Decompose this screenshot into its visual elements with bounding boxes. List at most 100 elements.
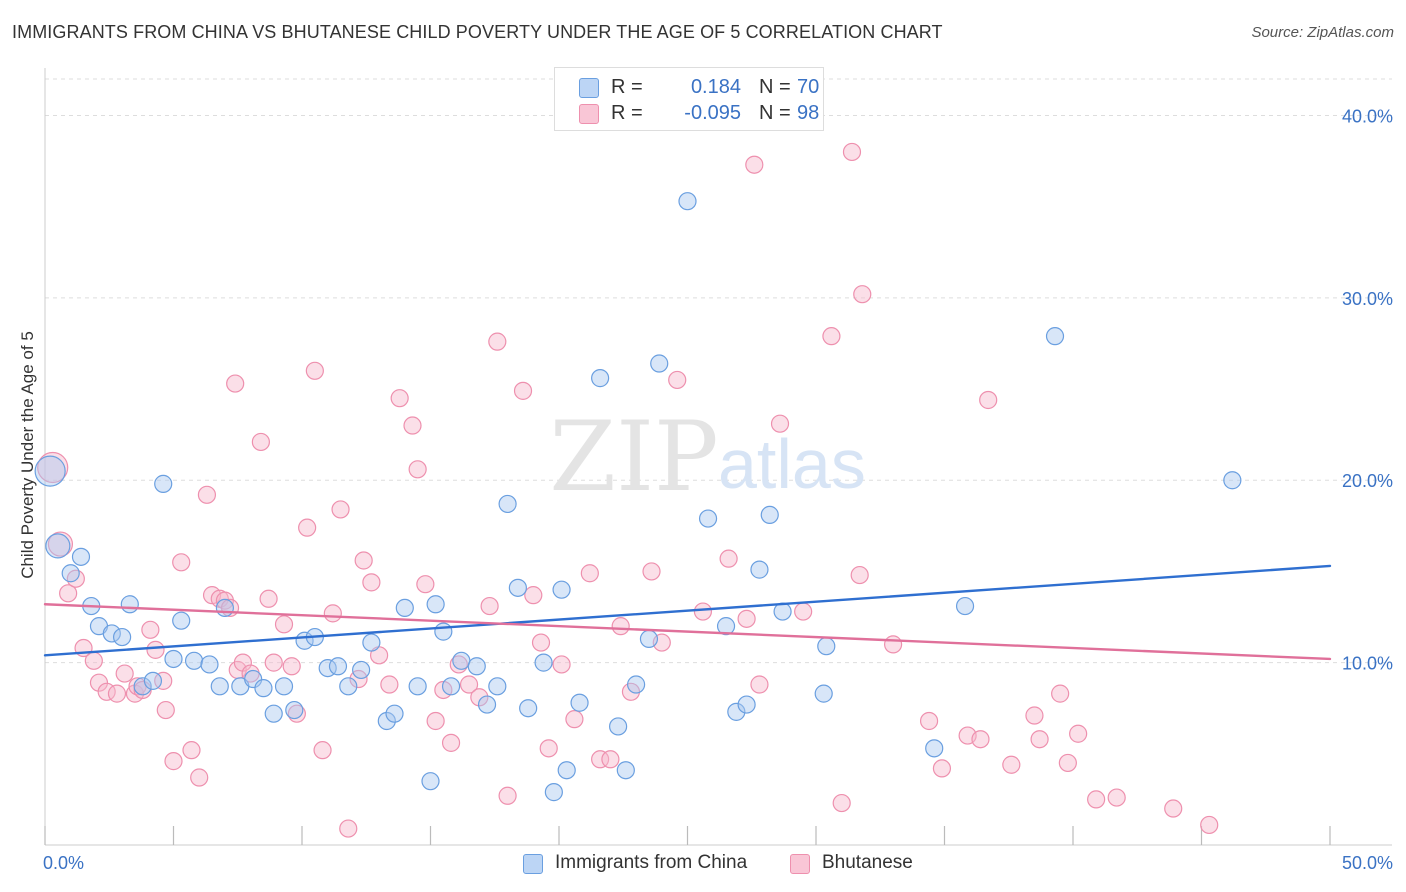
- china-point: [200, 655, 219, 674]
- china-point: [34, 455, 66, 487]
- bhutanese-point: [146, 640, 165, 659]
- bhutanese-point: [408, 460, 427, 479]
- bhutanese-point: [1030, 730, 1049, 749]
- bhutanese-swatch: [579, 104, 599, 124]
- china-point: [925, 739, 944, 758]
- n-label: N =: [759, 76, 791, 98]
- china-point: [639, 629, 659, 649]
- china-point: [164, 649, 183, 669]
- china-point: [678, 192, 697, 211]
- bhutanese-point: [822, 327, 841, 346]
- china-point: [591, 369, 610, 388]
- bhutanese-point: [979, 390, 998, 410]
- bhutanese-point: [1200, 815, 1219, 835]
- bhutanese-point: [794, 602, 813, 621]
- bhutanese-point: [154, 671, 173, 690]
- bhutanese-point: [416, 575, 435, 594]
- bhutanese-point: [919, 711, 939, 731]
- bhutanese-point: [1025, 706, 1044, 725]
- trend-lines: [43, 564, 1332, 661]
- china-point: [626, 675, 646, 694]
- bhutanese-point: [197, 485, 217, 504]
- bhutanese-point: [403, 416, 422, 435]
- watermark-zip: ZIP: [549, 401, 718, 513]
- y-tick-label: 10.0%: [1342, 654, 1393, 674]
- r-value: 0.184: [690, 76, 741, 98]
- china-point: [264, 704, 283, 723]
- bhutanese-point: [362, 573, 381, 592]
- bhutanese-point: [66, 569, 85, 588]
- bhutanese-point: [84, 651, 103, 670]
- y-tick-label: 30.0%: [1342, 289, 1393, 309]
- bhutanese-point: [601, 750, 620, 769]
- china-point: [1223, 471, 1242, 490]
- bhutanese-point: [750, 675, 769, 694]
- china-point: [760, 505, 779, 524]
- bhutanese-point: [1051, 684, 1070, 703]
- bhutanese-point: [737, 609, 756, 628]
- bhutanese-point: [156, 700, 175, 720]
- bhutanese-point: [339, 819, 358, 838]
- tick-labels: 10.0% 20.0% 30.0% 40.0% 0.0% 50.0%: [43, 106, 1393, 873]
- bhutanese-point: [524, 586, 543, 605]
- bhutanese-point: [498, 786, 517, 805]
- bhutanese-point: [565, 710, 584, 729]
- china-point: [385, 704, 404, 723]
- bhutanese-point: [89, 673, 109, 692]
- china-point: [215, 598, 234, 618]
- bhutanese-point: [164, 752, 183, 771]
- bhutanese-point: [59, 584, 78, 603]
- china-point: [955, 596, 975, 616]
- watermark: ZIP atlas: [549, 401, 865, 513]
- china-point: [154, 474, 173, 493]
- bhutanese-point: [115, 664, 134, 683]
- bhutanese-swatch: [790, 854, 810, 874]
- china-point: [552, 580, 571, 599]
- china-swatch: [579, 78, 599, 98]
- china-swatch: [523, 854, 543, 874]
- china-point: [616, 761, 635, 780]
- bhutanese-point: [1087, 790, 1106, 809]
- china-point: [61, 564, 80, 583]
- china-point: [426, 595, 445, 614]
- bhutanese-point: [390, 389, 409, 408]
- r-label: R =: [611, 102, 643, 124]
- bhutanese-point: [354, 551, 373, 570]
- bhutanese-point: [853, 285, 872, 304]
- bhutanese-point: [441, 733, 461, 752]
- watermark-atlas: atlas: [718, 425, 866, 503]
- china-point: [362, 633, 381, 652]
- bhutanese-point: [832, 793, 851, 813]
- bhutanese-point: [488, 332, 507, 351]
- china-point: [557, 761, 576, 780]
- china-point: [570, 693, 589, 712]
- china-point: [328, 657, 348, 676]
- china-point: [441, 677, 461, 696]
- china-point: [133, 677, 152, 696]
- bhutanese-point: [971, 730, 990, 749]
- chart-title: IMMIGRANTS FROM CHINA VS BHUTANESE CHILD…: [12, 22, 943, 42]
- bhutanese-point: [842, 142, 862, 162]
- china-point: [477, 695, 497, 714]
- china-point: [377, 711, 396, 731]
- china-point: [817, 637, 836, 656]
- bhutanese-point: [172, 553, 191, 572]
- china-point: [1045, 327, 1065, 346]
- china-point: [339, 677, 358, 696]
- china-point: [421, 772, 440, 791]
- bhutanese-point: [259, 589, 278, 608]
- china-point: [254, 679, 273, 698]
- bhutanese-point: [1002, 755, 1021, 774]
- bhutanese-point: [470, 688, 489, 707]
- china-point: [737, 695, 756, 714]
- china-point: [210, 677, 229, 696]
- y-tick-label: 20.0%: [1342, 471, 1393, 491]
- china-point: [285, 700, 304, 720]
- china-point: [698, 509, 718, 528]
- bhutanese-point: [480, 596, 499, 616]
- bhutanese-point: [182, 741, 201, 760]
- x-tick-label: 50.0%: [1342, 853, 1393, 873]
- china-point: [750, 560, 769, 579]
- bhutanese-point: [642, 562, 661, 581]
